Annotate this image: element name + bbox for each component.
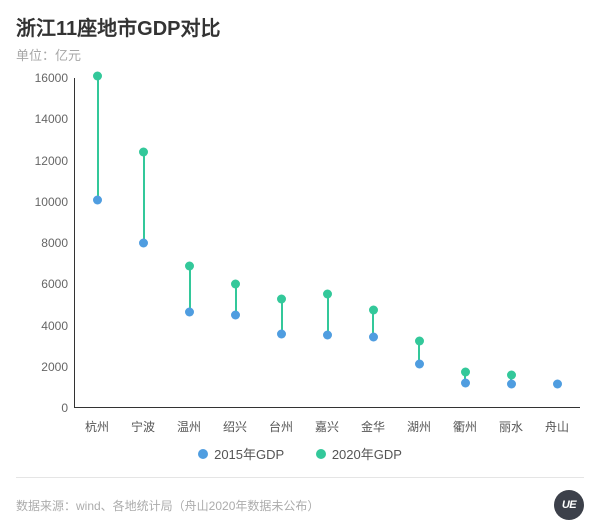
data-point bbox=[231, 311, 240, 320]
y-tick-label: 10000 bbox=[35, 195, 68, 209]
chart-title: 浙江11座地市GDP对比 bbox=[16, 12, 584, 41]
x-tick-label: 金华 bbox=[361, 418, 385, 435]
y-tick-label: 0 bbox=[61, 401, 68, 415]
connector-line bbox=[327, 294, 329, 335]
x-tick-label: 杭州 bbox=[85, 418, 109, 435]
data-column bbox=[419, 78, 420, 407]
data-source-text: 数据来源：wind、各地统计局（舟山2020年数据未公布） bbox=[16, 497, 319, 514]
data-point bbox=[415, 360, 424, 369]
y-tick-label: 2000 bbox=[41, 360, 68, 374]
data-point bbox=[277, 294, 286, 303]
data-column bbox=[373, 78, 374, 407]
x-tick-label: 衢州 bbox=[453, 418, 477, 435]
legend-item-2015: 2015年GDP bbox=[198, 444, 284, 463]
x-tick-label: 宁波 bbox=[131, 418, 155, 435]
x-tick-label: 台州 bbox=[269, 418, 293, 435]
connector-line bbox=[143, 152, 145, 242]
y-tick-label: 16000 bbox=[35, 71, 68, 85]
legend-dot-icon bbox=[316, 449, 326, 459]
y-tick-label: 8000 bbox=[41, 236, 68, 250]
data-point bbox=[461, 379, 470, 388]
data-point bbox=[93, 71, 102, 80]
x-tick-label: 丽水 bbox=[499, 418, 523, 435]
data-column bbox=[98, 78, 99, 407]
y-axis: 0200040006000800010000120001400016000 bbox=[16, 78, 74, 408]
data-point bbox=[369, 306, 378, 315]
data-point bbox=[461, 368, 470, 377]
plot-area bbox=[74, 78, 580, 408]
y-tick-label: 4000 bbox=[41, 319, 68, 333]
data-column bbox=[557, 78, 558, 407]
legend-label: 2020年GDP bbox=[332, 444, 402, 463]
x-tick-label: 绍兴 bbox=[223, 418, 247, 435]
legend: 2015年GDP 2020年GDP bbox=[16, 444, 584, 463]
data-column bbox=[465, 78, 466, 407]
data-point bbox=[277, 329, 286, 338]
data-point bbox=[185, 308, 194, 317]
x-tick-label: 舟山 bbox=[545, 418, 569, 435]
data-point bbox=[323, 289, 332, 298]
data-column bbox=[511, 78, 512, 407]
data-point bbox=[93, 196, 102, 205]
legend-item-2020: 2020年GDP bbox=[316, 444, 402, 463]
x-tick-label: 嘉兴 bbox=[315, 418, 339, 435]
data-column bbox=[236, 78, 237, 407]
y-tick-label: 14000 bbox=[35, 112, 68, 126]
data-point bbox=[507, 371, 516, 380]
connector-line bbox=[189, 266, 191, 312]
y-tick-label: 12000 bbox=[35, 154, 68, 168]
legend-label: 2015年GDP bbox=[214, 444, 284, 463]
data-point bbox=[139, 238, 148, 247]
data-point bbox=[369, 333, 378, 342]
legend-dot-icon bbox=[198, 449, 208, 459]
data-column bbox=[144, 78, 145, 407]
data-point bbox=[507, 380, 516, 389]
x-tick-label: 湖州 bbox=[407, 418, 431, 435]
connector-line bbox=[97, 76, 99, 200]
data-point bbox=[323, 330, 332, 339]
chart-container: 浙江11座地市GDP对比 单位：亿元 0 2000 4000 6000 8000 1000… bbox=[0, 0, 600, 512]
chart-subtitle: 单位：亿元 bbox=[16, 45, 584, 64]
data-column bbox=[328, 78, 329, 407]
data-column bbox=[282, 78, 283, 407]
y-tick-label: 6000 bbox=[41, 277, 68, 291]
x-tick-label: 温州 bbox=[177, 418, 201, 435]
data-column bbox=[190, 78, 191, 407]
x-axis: 杭州 宁波 温州 绍兴 台州 嘉兴 金华 湖州 衢州 丽水 舟山 bbox=[74, 412, 580, 438]
footer: 数据来源：wind、各地统计局（舟山2020年数据未公布） UE bbox=[16, 477, 584, 520]
data-point bbox=[139, 148, 148, 157]
data-point bbox=[231, 279, 240, 288]
data-point bbox=[553, 380, 562, 389]
data-point bbox=[185, 261, 194, 270]
chart-area: 0200040006000800010000120001400016000 杭州… bbox=[16, 78, 584, 438]
data-point bbox=[415, 337, 424, 346]
logo-badge: UE bbox=[554, 490, 584, 520]
